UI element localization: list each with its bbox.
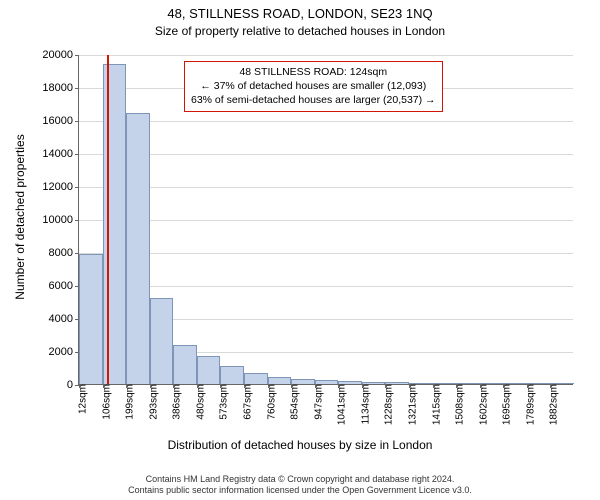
annotation-line-1: 48 STILLNESS ROAD: 124sqm	[191, 65, 436, 79]
xtick-label: 386sqm	[168, 384, 183, 420]
property-marker-line	[107, 55, 109, 384]
ytick-label: 6000	[49, 280, 79, 292]
xtick-label: 106sqm	[97, 384, 112, 420]
histogram-bar	[103, 64, 127, 384]
xtick-label: 1789sqm	[521, 384, 536, 425]
ytick-label: 10000	[42, 214, 79, 226]
chart-container: 48, STILLNESS ROAD, LONDON, SE23 1NQ Siz…	[0, 0, 600, 500]
ytick-label: 4000	[49, 313, 79, 325]
ytick-label: 20000	[42, 49, 79, 61]
xtick-label: 1041sqm	[333, 384, 348, 425]
ytick-label: 2000	[49, 346, 79, 358]
histogram-bar	[244, 373, 268, 384]
footer-attribution: Contains HM Land Registry data © Crown c…	[0, 474, 600, 497]
histogram-bar	[150, 298, 174, 384]
xtick-label: 1508sqm	[451, 384, 466, 425]
gridline-h	[79, 220, 573, 221]
gridline-h	[79, 55, 573, 56]
annotation-box: 48 STILLNESS ROAD: 124sqm← 37% of detach…	[184, 61, 443, 112]
ytick-label: 18000	[42, 82, 79, 94]
xtick-label: 199sqm	[121, 384, 136, 420]
ytick-label: 14000	[42, 148, 79, 160]
xtick-label: 293sqm	[144, 384, 159, 420]
x-axis-label: Distribution of detached houses by size …	[0, 438, 600, 452]
histogram-bar	[173, 345, 197, 384]
histogram-bar	[220, 366, 244, 384]
chart-title: 48, STILLNESS ROAD, LONDON, SE23 1NQ	[0, 6, 600, 21]
xtick-label: 1134sqm	[356, 384, 371, 424]
histogram-bar	[126, 113, 150, 384]
xtick-label: 12sqm	[74, 384, 89, 414]
xtick-label: 947sqm	[309, 384, 324, 420]
gridline-h	[79, 286, 573, 287]
xtick-label: 480sqm	[191, 384, 206, 420]
gridline-h	[79, 187, 573, 188]
gridline-h	[79, 154, 573, 155]
histogram-bar	[197, 356, 221, 384]
xtick-label: 1882sqm	[545, 384, 560, 425]
footer-line-1: Contains HM Land Registry data © Crown c…	[0, 474, 600, 485]
xtick-label: 760sqm	[262, 384, 277, 420]
xtick-label: 573sqm	[215, 384, 230, 420]
xtick-label: 667sqm	[239, 384, 254, 420]
xtick-label: 854sqm	[286, 384, 301, 420]
annotation-line-3: 63% of semi-detached houses are larger (…	[191, 93, 436, 107]
gridline-h	[79, 253, 573, 254]
annotation-line-2: ← 37% of detached houses are smaller (12…	[191, 79, 436, 93]
histogram-bar	[79, 254, 103, 384]
xtick-label: 1695sqm	[498, 384, 513, 425]
xtick-label: 1602sqm	[474, 384, 489, 425]
histogram-bar	[268, 377, 292, 384]
ytick-label: 16000	[42, 115, 79, 127]
chart-subtitle: Size of property relative to detached ho…	[0, 24, 600, 38]
xtick-label: 1321sqm	[404, 384, 419, 425]
gridline-h	[79, 121, 573, 122]
plot-area: 0200040006000800010000120001400016000180…	[78, 55, 573, 385]
footer-line-2: Contains public sector information licen…	[0, 485, 600, 496]
xtick-label: 1228sqm	[380, 384, 395, 425]
y-axis-label: Number of detached properties	[13, 117, 27, 317]
ytick-label: 8000	[49, 247, 79, 259]
ytick-label: 12000	[42, 181, 79, 193]
xtick-label: 1415sqm	[427, 384, 442, 425]
